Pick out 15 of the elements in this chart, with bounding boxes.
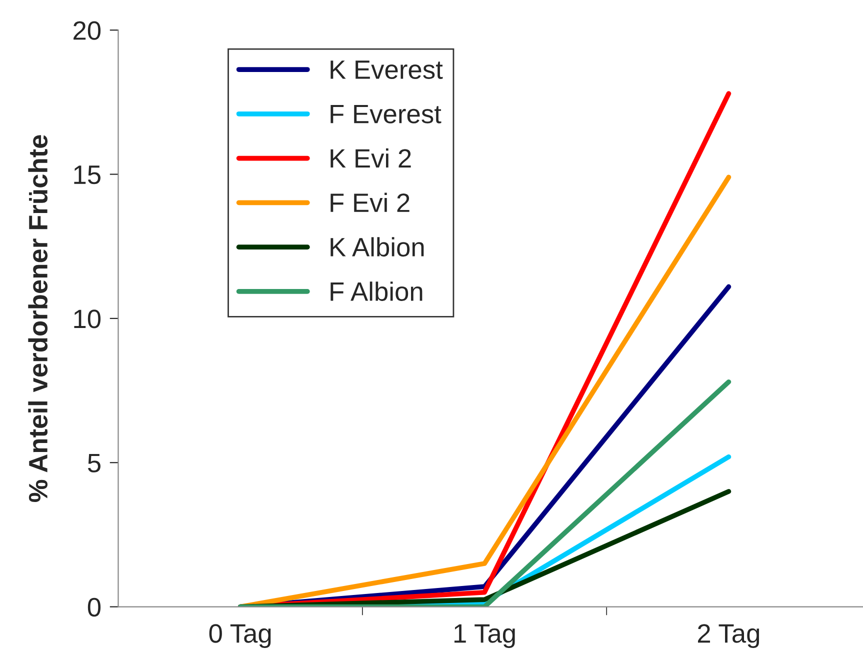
- legend-label: F Albion: [330, 282, 422, 301]
- y-tick-label: 15: [74, 166, 100, 184]
- y-axis-title: % Anteil verdorbener Früchte: [28, 135, 48, 502]
- legend-label: K Evi 2: [330, 148, 411, 168]
- y-tick-label: 5: [88, 454, 100, 472]
- y-tick-label: 10: [74, 310, 101, 328]
- y-tick-label: 20: [74, 21, 101, 40]
- legend-label: F Evi 2: [330, 192, 410, 212]
- x-tick-label: 0 Tag: [209, 624, 271, 648]
- y-tick-label: 0: [88, 598, 101, 617]
- legend-label: K Albion: [330, 237, 424, 257]
- x-tick-label: 1 Tag: [454, 624, 515, 648]
- legend-label: F Everest: [330, 104, 442, 124]
- x-tick-label: 2 Tag: [698, 624, 760, 648]
- legend-label: K Everest: [330, 60, 443, 80]
